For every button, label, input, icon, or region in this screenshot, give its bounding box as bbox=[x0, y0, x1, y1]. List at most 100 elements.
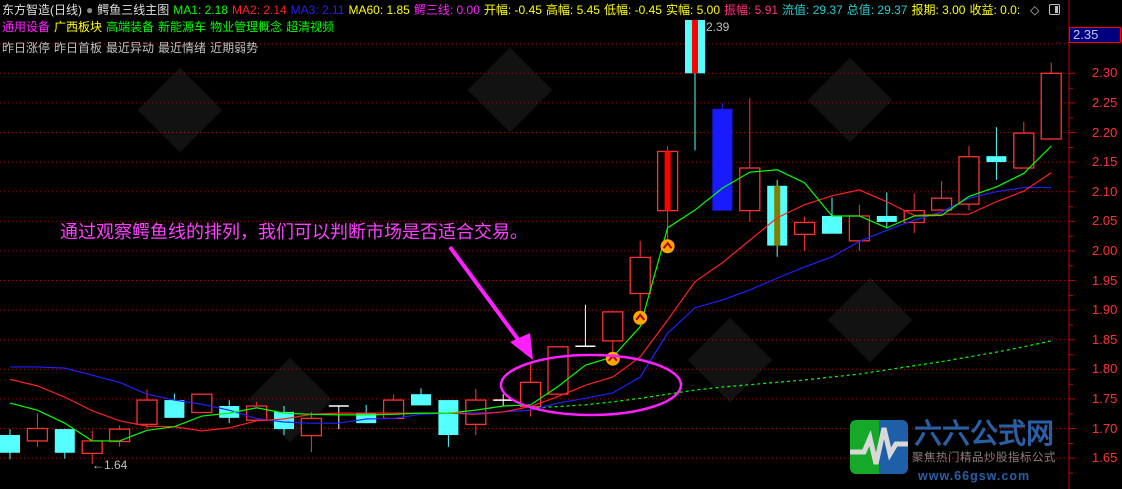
candle bbox=[1040, 62, 1062, 140]
buy-signal-icon bbox=[605, 351, 620, 366]
status-tags: 昨日涨停 昨日首板 最近异动 最近情绪 近期弱势 bbox=[2, 41, 262, 56]
indicator-name[interactable]: 鳄鱼三线主图 bbox=[97, 3, 170, 17]
price-axis-label: 1.65 bbox=[1092, 450, 1118, 466]
candle-body bbox=[958, 156, 980, 205]
price-axis-label: 2.20 bbox=[1092, 124, 1118, 140]
candle bbox=[958, 146, 980, 211]
candle-inner-bar bbox=[664, 151, 671, 211]
price-axis-label: 2.10 bbox=[1092, 183, 1118, 199]
indicator-stat: MA60: 1.85 bbox=[348, 3, 410, 17]
price-axis-label: 2.05 bbox=[1092, 213, 1118, 229]
price-axis-label: 1.75 bbox=[1092, 390, 1118, 406]
candle-body bbox=[26, 427, 49, 442]
indicator-stat: 收益: 0.0: bbox=[969, 3, 1021, 17]
indicator-stat: 报期: 3.00 bbox=[911, 3, 966, 17]
candle bbox=[575, 304, 596, 347]
candle bbox=[793, 216, 816, 251]
current-price-marker: 2.35 bbox=[1069, 27, 1121, 43]
price-axis-label: 1.70 bbox=[1092, 420, 1118, 436]
high-price-label: 2.39 bbox=[706, 20, 730, 34]
candle bbox=[1013, 121, 1035, 169]
status-tag: 昨日首板 bbox=[54, 41, 103, 55]
candle bbox=[685, 20, 705, 151]
logo-pulse-icon bbox=[850, 420, 908, 474]
price-axis-label: 2.00 bbox=[1092, 242, 1118, 258]
indicator-stat: 振幅: 5.91 bbox=[724, 3, 779, 17]
concept-tag: 通用设备 bbox=[2, 20, 51, 34]
candle-inner-bar bbox=[692, 20, 698, 74]
concept-tag: 物业管理概念 bbox=[210, 20, 283, 34]
chevron-up-icon bbox=[662, 241, 673, 249]
candle-body bbox=[1040, 72, 1062, 140]
buy-signal-icon bbox=[660, 239, 675, 254]
candle bbox=[411, 388, 431, 406]
candle bbox=[848, 204, 871, 251]
candle bbox=[328, 405, 349, 430]
candle bbox=[300, 411, 323, 453]
indicator-stat: MA1: 2.18 bbox=[173, 3, 228, 17]
ma3-line bbox=[10, 186, 1052, 424]
diamond-icon[interactable]: ◇ bbox=[1030, 3, 1040, 17]
signal-circle bbox=[605, 351, 620, 366]
indicator-stat: 鳄三线: 0.00 bbox=[413, 3, 480, 17]
candle-inner-bar bbox=[774, 185, 781, 246]
candle-body bbox=[739, 167, 761, 212]
price-axis-label: 1.80 bbox=[1092, 361, 1118, 377]
candle-body bbox=[629, 256, 651, 295]
axis-ticks bbox=[1069, 72, 1075, 474]
status-tag: 昨日涨停 bbox=[2, 41, 51, 55]
candle bbox=[108, 425, 131, 447]
candle-body bbox=[191, 393, 213, 414]
annotation-text: 通过观察鳄鱼线的排列，我们可以判断市场是否适合交易。 bbox=[60, 222, 528, 242]
candle-body bbox=[0, 435, 20, 453]
stock-name: 东方智造(日线) bbox=[2, 3, 82, 17]
candle bbox=[986, 127, 1007, 180]
ma60-line bbox=[530, 340, 1052, 409]
logo-site: www.66gsw.com bbox=[918, 469, 1031, 483]
indicator-stat: 流值: 29.37 bbox=[782, 3, 843, 17]
candle-body bbox=[219, 406, 240, 418]
candle-body bbox=[356, 412, 377, 424]
candle bbox=[903, 193, 925, 234]
candle bbox=[219, 400, 240, 424]
candle bbox=[493, 394, 514, 407]
indicator-stat: 实幅: 5.00 bbox=[665, 3, 721, 17]
status-tag: 近期弱势 bbox=[210, 41, 259, 55]
candle-body bbox=[274, 411, 294, 430]
candle bbox=[274, 406, 294, 436]
header-info-line: 东方智造(日线) ● 鳄鱼三线主图 MA1: 2.18 MA2: 2.14 MA3: 2.… bbox=[2, 3, 1064, 18]
signal-circle bbox=[660, 239, 675, 254]
price-axis-label: 2.30 bbox=[1092, 65, 1118, 81]
logo-name: 六六公式网 bbox=[914, 418, 1055, 449]
status-tag: 最近情绪 bbox=[158, 41, 207, 55]
status-tag: 最近异动 bbox=[106, 41, 155, 55]
candle-body bbox=[822, 215, 842, 234]
candle-body bbox=[164, 400, 185, 418]
candle-body bbox=[712, 108, 733, 211]
indicator-stat: MA2: 2.14 bbox=[231, 3, 287, 17]
candles bbox=[0, 20, 1062, 465]
candle bbox=[0, 429, 20, 460]
indicator-icon[interactable]: ● bbox=[86, 3, 94, 17]
price-axis-label: 2.25 bbox=[1092, 94, 1118, 110]
indicator-stat: 高幅: 5.45 bbox=[545, 3, 600, 17]
highlight-ellipse bbox=[499, 353, 683, 417]
candle bbox=[930, 181, 953, 211]
price-axis-label: 1.85 bbox=[1092, 331, 1118, 347]
ma1-line bbox=[9, 145, 1052, 442]
candle-body bbox=[54, 429, 75, 453]
panel-toggle-icon[interactable] bbox=[1049, 4, 1061, 15]
concept-tag: 新能源车 bbox=[158, 20, 207, 34]
chevron-up-icon bbox=[635, 313, 645, 321]
candle bbox=[136, 389, 158, 429]
price-axis-label: 1.90 bbox=[1092, 302, 1118, 318]
candle-body bbox=[136, 399, 158, 426]
candle bbox=[876, 192, 897, 229]
candle-body bbox=[986, 156, 1007, 163]
candle-body bbox=[382, 399, 405, 420]
candle bbox=[629, 240, 651, 312]
candle bbox=[356, 404, 377, 424]
candle bbox=[164, 393, 185, 418]
logo-slogan: 聚焦热门精品炒股指标公式 bbox=[912, 452, 1056, 464]
